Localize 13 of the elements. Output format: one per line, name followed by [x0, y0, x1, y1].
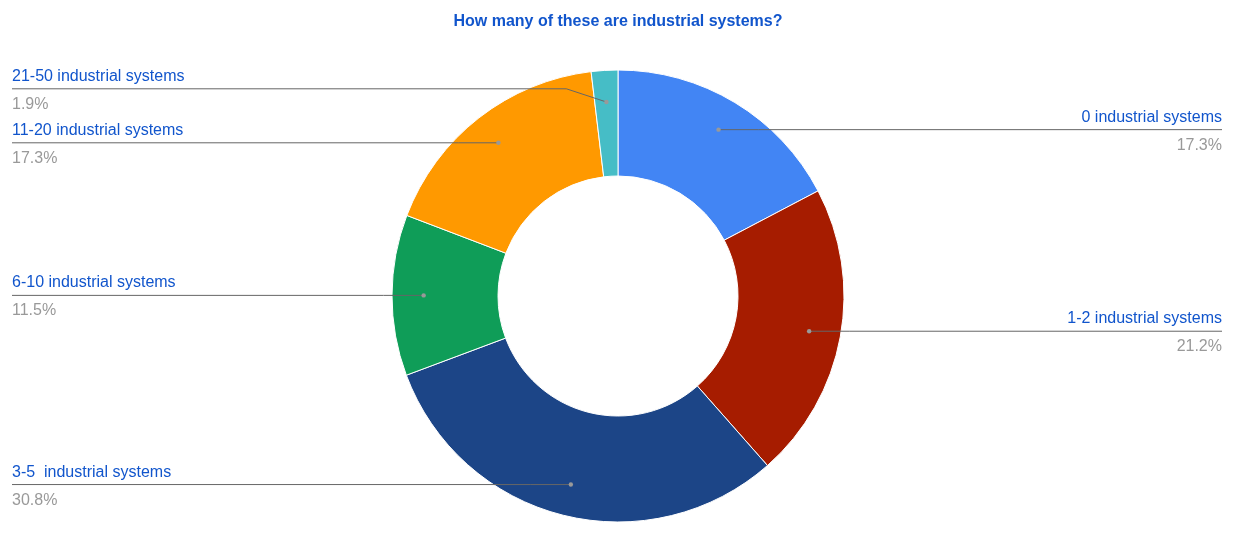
- slice-label: 1-2 industrial systems: [1067, 309, 1222, 327]
- slice-label: 6-10 industrial systems: [12, 273, 176, 291]
- data-label: 17.3%: [12, 148, 58, 166]
- data-label: 30.8%: [12, 490, 58, 508]
- slice-label: 0 industrial systems: [1081, 107, 1222, 125]
- slice-label: 21-50 industrial systems: [12, 66, 185, 84]
- chart-title: How many of these are industrial systems?: [453, 12, 783, 29]
- data-label: 1.9%: [12, 94, 49, 112]
- data-label: 11.5%: [12, 301, 57, 319]
- data-label: 21.2%: [1176, 337, 1222, 355]
- data-label: 17.3%: [1176, 135, 1222, 153]
- slice-label: 11-20 industrial systems: [12, 120, 184, 138]
- slice-label: 3-5 industrial systems: [12, 462, 172, 480]
